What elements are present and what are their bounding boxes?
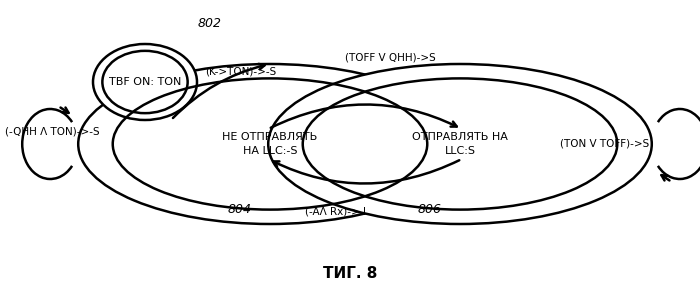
Text: 802: 802	[198, 17, 222, 30]
Text: 804: 804	[228, 203, 252, 216]
Text: (TOFF V QHH)->S: (TOFF V QHH)->S	[345, 52, 435, 62]
Text: НЕ ОТПРАВЛЯТЬ
НА LLC:-S: НЕ ОТПРАВЛЯТЬ НА LLC:-S	[223, 132, 318, 156]
Text: 806: 806	[418, 203, 442, 216]
Text: (-QHH Λ TON)->-S: (-QHH Λ TON)->-S	[5, 127, 99, 137]
Ellipse shape	[93, 44, 197, 120]
Text: TBF ON: TON: TBF ON: TON	[108, 77, 181, 87]
Ellipse shape	[78, 64, 462, 224]
Text: ОТПРАВЛЯТЬ НА
LLC:S: ОТПРАВЛЯТЬ НА LLC:S	[412, 132, 508, 156]
Ellipse shape	[268, 64, 652, 224]
Text: ΤИГ. 8: ΤИГ. 8	[323, 267, 377, 281]
Text: (TON V TOFF)->S: (TON V TOFF)->S	[560, 139, 650, 149]
Text: (-AΛ Rx)-> I: (-AΛ Rx)-> I	[305, 207, 366, 217]
Text: (K->TON)->-S: (K->TON)->-S	[205, 67, 276, 77]
